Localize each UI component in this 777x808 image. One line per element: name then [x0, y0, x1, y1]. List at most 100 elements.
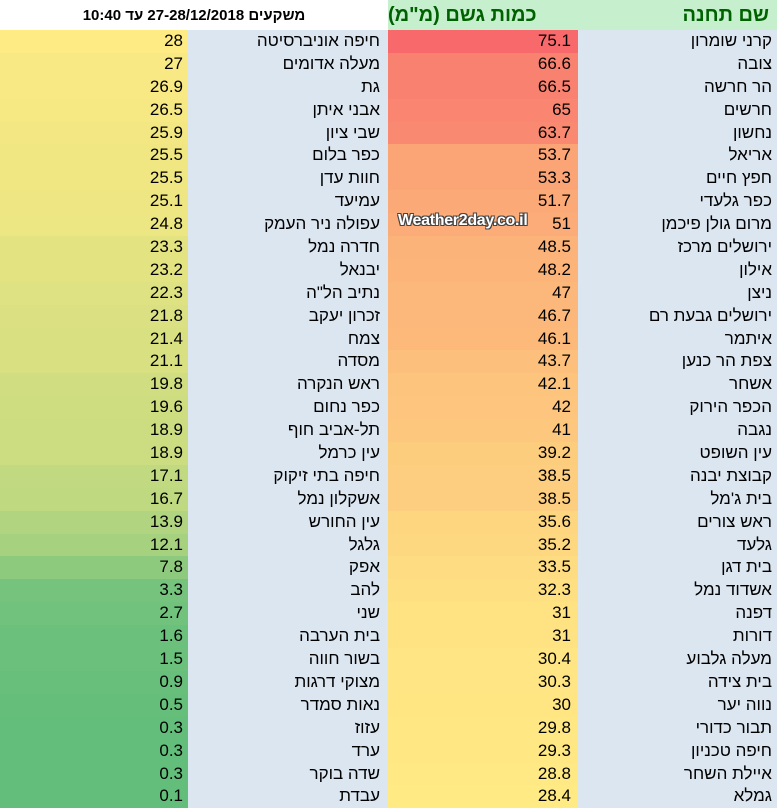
- left-rain-value: 0.3: [0, 739, 188, 763]
- right-rain-value: 29.8: [388, 716, 578, 740]
- right-rain-value: 42.1: [388, 373, 578, 397]
- left-station-name: שדה בוקר: [188, 762, 388, 786]
- right-station-name: כפר גלעדי: [578, 190, 777, 214]
- left-rain-value: 0.9: [0, 670, 188, 694]
- table-row: 18.9 תל-אביב חוף 41 נגבה: [0, 419, 777, 443]
- left-rain-value: 18.9: [0, 442, 188, 465]
- right-rain-value: 32.3: [388, 579, 578, 603]
- left-station-name: עפולה ניר העמק: [188, 213, 388, 237]
- table-title: משקעים 27-28/12/2018 עד 10:40: [0, 0, 388, 30]
- right-station-name: מרום גולן פיכמן: [578, 213, 777, 237]
- right-rain-value: 51.7: [388, 190, 578, 214]
- table-row: 19.8 ראש הנקרה 42.1 אשחר: [0, 373, 777, 397]
- table-row: 1.6 בית הערבה 31 דורות: [0, 625, 777, 649]
- right-station-name: צפת הר כנען: [578, 350, 777, 374]
- table-row: 13.9 עין החורש 35.6 ראש צורים: [0, 510, 777, 534]
- left-rain-value: 7.8: [0, 556, 188, 580]
- left-station-name: חיפה בתי זיקוק: [188, 464, 388, 488]
- right-rain-value: 47: [388, 281, 578, 305]
- left-station-name: נתיב הל"ה: [188, 281, 388, 305]
- left-rain-value: 2.7: [0, 602, 188, 626]
- left-rain-value: 25.9: [0, 121, 188, 145]
- rainfall-table: 28 חיפה אוניברסיטה 75.1 קרני שומרון 27 מעלה א…: [0, 30, 777, 808]
- right-station-name: אשדוד נמל: [578, 579, 777, 603]
- left-rain-value: 28: [0, 30, 188, 53]
- left-rain-value: 23.2: [0, 258, 188, 282]
- table-row: 0.1 עבדת 28.4 גמלא: [0, 785, 777, 808]
- right-station-name: קרני שומרון: [578, 30, 777, 53]
- left-rain-value: 21.4: [0, 327, 188, 351]
- table-row: 1.5 בשור חווה 30.4 מעלה גלבוע: [0, 648, 777, 671]
- left-rain-value: 0.1: [0, 785, 188, 808]
- left-station-name: אפק: [188, 556, 388, 580]
- table-row: 16.7 אשקלון נמל 38.5 בית ג'מל: [0, 487, 777, 511]
- right-station-name: עין השופט: [578, 442, 777, 465]
- right-rain-value: 31: [388, 625, 578, 649]
- table-row: 24.8 עפולה ניר העמק 51 מרום גולן פיכמן: [0, 213, 777, 237]
- left-station-name: ערד: [188, 739, 388, 763]
- left-station-name: גלגל: [188, 533, 388, 557]
- table-row: 12.1 גלגל 35.2 גלעד: [0, 533, 777, 557]
- right-station-name: אילון: [578, 258, 777, 282]
- left-rain-value: 12.1: [0, 533, 188, 557]
- left-rain-value: 25.1: [0, 190, 188, 214]
- left-station-name: ראש הנקרה: [188, 373, 388, 397]
- right-rain-value: 53.7: [388, 144, 578, 168]
- left-rain-value: 1.5: [0, 648, 188, 671]
- right-rain-value: 35.6: [388, 510, 578, 534]
- right-station-name: חפץ חיים: [578, 167, 777, 191]
- right-station-name: דורות: [578, 625, 777, 649]
- right-station-name: חרשים: [578, 98, 777, 122]
- right-rain-value: 30: [388, 693, 578, 717]
- table-row: 0.3 ערד 29.3 חיפה טכניון: [0, 739, 777, 763]
- right-rain-value: 65: [388, 98, 578, 122]
- table-row: 19.6 כפר נחום 42 הכפר הירוק: [0, 396, 777, 420]
- right-rain-value: 43.7: [388, 350, 578, 374]
- right-station-name: אריאל: [578, 144, 777, 168]
- left-rain-value: 3.3: [0, 579, 188, 603]
- right-station-name: הכפר הירוק: [578, 396, 777, 420]
- right-rain-value: 38.5: [388, 487, 578, 511]
- table-row: 17.1 חיפה בתי זיקוק 38.5 קבוצת יבנה: [0, 464, 777, 488]
- right-rain-value: 30.4: [388, 648, 578, 671]
- table-row: 21.8 זכרון יעקב 46.7 ירושלים גבעת רם: [0, 304, 777, 328]
- left-rain-value: 17.1: [0, 464, 188, 488]
- left-station-name: יבנאל: [188, 258, 388, 282]
- table-row: 27 מעלה אדומים 66.6 צובה: [0, 52, 777, 76]
- right-rain-value: 66.5: [388, 75, 578, 99]
- right-station-name: איתמר: [578, 327, 777, 351]
- table-row: 25.5 חוות עדן 53.3 חפץ חיים: [0, 167, 777, 191]
- right-rain-value: 51: [388, 213, 578, 237]
- table-row: 22.3 נתיב הל"ה 47 ניצן: [0, 281, 777, 305]
- right-rain-value: 48.5: [388, 236, 578, 259]
- right-station-name: דפנה: [578, 602, 777, 626]
- table-row: 21.1 מסדה 43.7 צפת הר כנען: [0, 350, 777, 374]
- left-station-name: מעלה אדומים: [188, 52, 388, 76]
- right-rain-value: 41: [388, 419, 578, 443]
- left-rain-value: 1.6: [0, 625, 188, 649]
- left-rain-value: 25.5: [0, 144, 188, 168]
- right-rain-value: 29.3: [388, 739, 578, 763]
- right-station-name: קבוצת יבנה: [578, 464, 777, 488]
- left-station-name: עמיעד: [188, 190, 388, 214]
- left-station-name: עין כרמל: [188, 442, 388, 465]
- right-station-name: מעלה גלבוע: [578, 648, 777, 671]
- left-rain-value: 25.5: [0, 167, 188, 191]
- table-row: 3.3 להב 32.3 אשדוד נמל: [0, 579, 777, 603]
- table-row: 0.9 מצוקי דרגות 30.3 בית צידה: [0, 670, 777, 694]
- right-station-name: גמלא: [578, 785, 777, 808]
- left-station-name: כפר בלום: [188, 144, 388, 168]
- right-station-name: ראש צורים: [578, 510, 777, 534]
- table-row: 7.8 אפק 33.5 בית דגן: [0, 556, 777, 580]
- right-rain-value: 39.2: [388, 442, 578, 465]
- right-rain-value: 46.7: [388, 304, 578, 328]
- left-rain-value: 18.9: [0, 419, 188, 443]
- right-station-name: בית צידה: [578, 670, 777, 694]
- left-rain-value: 16.7: [0, 487, 188, 511]
- right-station-name: בית דגן: [578, 556, 777, 580]
- left-rain-value: 26.5: [0, 98, 188, 122]
- left-rain-value: 0.3: [0, 716, 188, 740]
- right-station-name: הר חרשה: [578, 75, 777, 99]
- right-station-name: אשחר: [578, 373, 777, 397]
- left-station-name: אשקלון נמל: [188, 487, 388, 511]
